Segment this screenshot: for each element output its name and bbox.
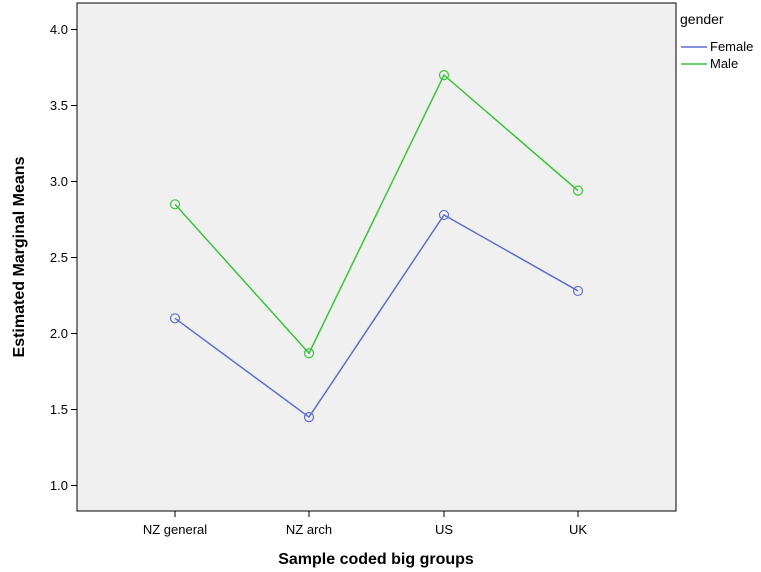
- legend-label-female: Female: [710, 39, 753, 54]
- y-tick-label: 1.5: [50, 402, 68, 417]
- x-tick-label: UK: [569, 522, 587, 537]
- y-tick-label: 2.5: [50, 250, 68, 265]
- x-tick-label: US: [435, 522, 453, 537]
- series-line-male: [174, 73, 579, 355]
- legend-title: gender: [680, 11, 724, 27]
- y-tick-label: 2.0: [50, 326, 68, 341]
- y-tick-label: 4.0: [50, 22, 68, 37]
- plot-area: [76, 2, 677, 512]
- y-axis: 1.0 1.5 2.0 2.5 3.0 3.5 4.0: [50, 22, 77, 493]
- series-layer: [169, 69, 584, 423]
- data-point-female: [572, 285, 584, 297]
- data-point-female: [438, 209, 450, 221]
- y-tick-label: 3.0: [50, 174, 68, 189]
- legend: gender Female Male: [680, 11, 753, 71]
- data-point-male: [572, 185, 584, 196]
- x-axis-title: Sample coded big groups: [278, 551, 474, 568]
- x-axis: NZ general NZ arch US UK: [143, 511, 587, 537]
- data-point-male: [169, 199, 181, 210]
- data-point-female: [303, 412, 315, 423]
- data-point-male: [303, 348, 315, 359]
- legend-label-male: Male: [710, 56, 738, 71]
- x-tick-label: NZ arch: [286, 522, 332, 537]
- x-tick-label: NZ general: [143, 522, 207, 537]
- series-line-female: [174, 213, 579, 419]
- y-tick-label: 1.0: [50, 478, 68, 493]
- y-axis-title: Estimated Marginal Means: [11, 156, 28, 357]
- data-point-male: [438, 69, 450, 81]
- y-tick-label: 3.5: [50, 98, 68, 113]
- data-point-female: [169, 313, 181, 324]
